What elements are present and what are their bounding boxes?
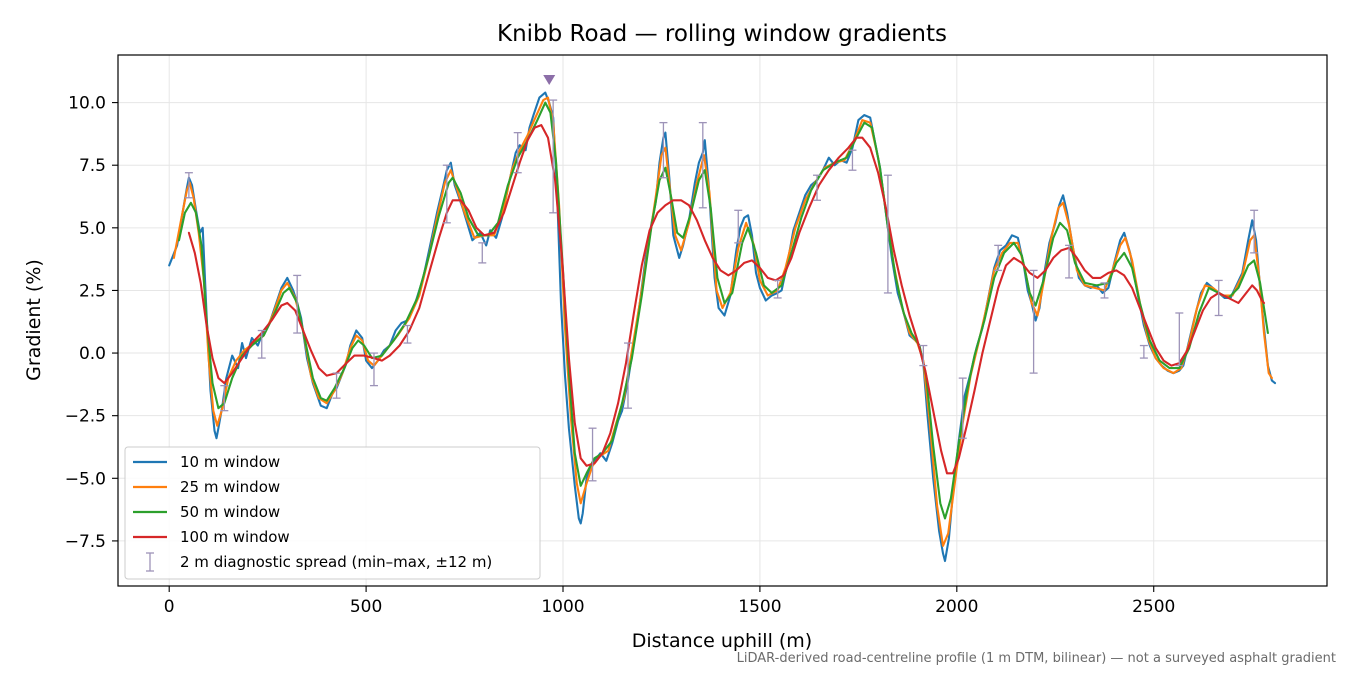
error-bar: [1214, 279, 1223, 317]
y-tick-label: −7.5: [65, 532, 106, 552]
legend-entry: 25 m window: [180, 478, 280, 496]
error-bar: [257, 329, 266, 359]
legend-box: [124, 446, 541, 580]
x-tick-label: 1500: [738, 597, 781, 617]
y-tick-label: 10.0: [68, 94, 106, 114]
x-tick-label: 2000: [935, 597, 978, 617]
error-bar: [1139, 344, 1148, 359]
error-bar: [1065, 244, 1074, 279]
plot-frame: [117, 54, 1328, 587]
legend-entry: 50 m window: [180, 503, 280, 521]
error-bar: [1175, 312, 1184, 367]
y-axis-label: Gradient (%): [23, 259, 45, 381]
error-bar: [659, 121, 668, 179]
error-bar: [883, 174, 892, 294]
error-bar: [442, 164, 451, 224]
error-bar: [1250, 209, 1259, 254]
footnote: LiDAR-derived road-centreline profile (1…: [736, 651, 1336, 666]
error-bar: [958, 377, 967, 439]
error-bar: [919, 344, 928, 367]
y-tick-label: −2.5: [65, 407, 106, 427]
x-axis-label: Distance uphill (m): [632, 630, 812, 652]
max-marker-layer: [543, 75, 556, 86]
chart-title: Knibb Road — rolling window gradients: [497, 21, 947, 47]
error-bar: [773, 279, 782, 299]
error-bar: [1029, 269, 1038, 374]
max-gradient-marker: [543, 75, 556, 86]
error-bar: [513, 131, 522, 174]
error-bar: [478, 242, 487, 264]
error-bar: [734, 209, 743, 244]
x-tick-label: 0: [164, 597, 175, 617]
error-bar: [369, 352, 378, 387]
y-tick-label: 0.0: [79, 344, 106, 364]
error-bar: [623, 342, 632, 409]
error-bar: [293, 274, 302, 334]
x-ticks: 0 500 1000 1500 2000 2500: [164, 586, 1175, 617]
error-bar: [549, 99, 558, 214]
series-line-100m: [187, 124, 1266, 475]
legend-swatch: [146, 552, 154, 572]
error-bars: [184, 99, 1259, 482]
y-tick-label: 5.0: [79, 219, 106, 239]
legend-entry: 100 m window: [180, 528, 290, 546]
y-tick-label: −5.0: [65, 469, 106, 489]
x-tick-label: 2500: [1132, 597, 1175, 617]
y-ticks: −7.5 −5.0 −2.5 0.0 2.5 5.0 7.5 10.0: [65, 94, 118, 552]
legend-entry: 2 m diagnostic spread (min–max, ±12 m): [180, 553, 492, 571]
x-tick-label: 1000: [541, 597, 584, 617]
error-bar: [848, 149, 857, 171]
error-bar: [184, 172, 193, 199]
y-tick-label: 2.5: [79, 281, 106, 301]
x-tick-label: 500: [350, 597, 382, 617]
error-bar: [1100, 282, 1109, 299]
error-bar: [588, 427, 597, 482]
gridlines: [118, 55, 1327, 586]
error-bar: [332, 372, 341, 399]
error-bar: [403, 324, 412, 344]
legend-entry: 10 m window: [180, 453, 280, 471]
error-bar: [994, 244, 1003, 272]
error-bar: [698, 121, 707, 209]
legend: 10 m window 25 m window 50 m window 100 m w…: [124, 446, 541, 580]
y-tick-label: 7.5: [79, 156, 106, 176]
error-bar: [813, 174, 822, 201]
plot-series: [168, 91, 1277, 563]
error-bar: [220, 384, 229, 412]
